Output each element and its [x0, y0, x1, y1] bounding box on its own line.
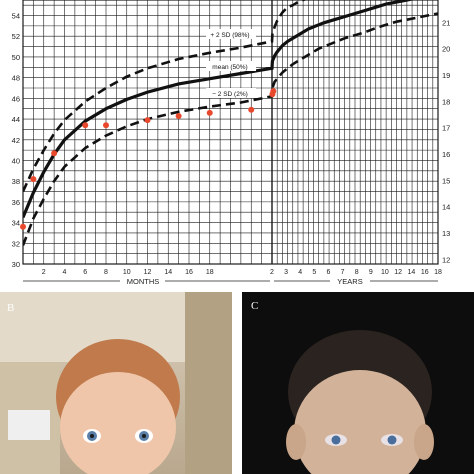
- child-photo: [286, 330, 434, 474]
- month-tick: 12: [144, 269, 152, 276]
- chart-grid: [22, 0, 439, 265]
- left-axis-tick: 30: [12, 260, 20, 269]
- year-tick: 3: [284, 269, 288, 276]
- mean-curve: [23, 0, 415, 219]
- patient-points: [20, 88, 277, 230]
- right-axis-tick: 12: [442, 255, 450, 264]
- infant-photo: [0, 292, 232, 474]
- right-axis-tick: 21: [442, 18, 450, 27]
- year-tick: 16: [421, 269, 429, 276]
- month-tick: 4: [63, 269, 67, 276]
- years-axis-label: YEARS: [337, 277, 362, 286]
- month-tick: 8: [104, 269, 108, 276]
- patient-point: [144, 117, 151, 124]
- year-tick: 14: [408, 269, 416, 276]
- right-axis-tick: 19: [442, 71, 450, 80]
- left-axis-tick: 48: [12, 74, 20, 83]
- patient-point: [20, 223, 26, 230]
- patient-point: [206, 109, 213, 116]
- right-axis-tick: 18: [442, 97, 450, 106]
- right-axis-tick: 14: [442, 203, 450, 212]
- month-tick: 10: [123, 269, 131, 276]
- left-axis-tick: 42: [12, 136, 20, 145]
- left-axis-tick: 40: [12, 156, 20, 165]
- photo-panel-c: C: [242, 292, 474, 474]
- right-axis-tick: 13: [442, 229, 450, 238]
- patient-point: [175, 112, 182, 119]
- right-axis-tick: 17: [442, 124, 450, 133]
- panel-label-b: B: [7, 302, 15, 314]
- annotation-bg: [206, 61, 256, 71]
- patient-point: [248, 106, 255, 113]
- chart-curves: [23, 0, 438, 246]
- patient-point: [103, 122, 109, 129]
- patient-point: [30, 176, 37, 183]
- left-axis-tick: 34: [12, 219, 20, 228]
- months-axis-label: MONTHS: [127, 277, 160, 286]
- annotation-bg: [206, 29, 256, 39]
- plus-2sd-curve: [23, 0, 307, 193]
- month-tick: 14: [164, 269, 172, 276]
- left-axis-tick: 50: [12, 53, 20, 62]
- year-tick: 5: [312, 269, 316, 276]
- left-axis-tick: 36: [12, 198, 20, 207]
- annotation-label: + 2 SD (98%): [210, 32, 249, 39]
- left-axis-tick: 54: [12, 12, 20, 21]
- right-axis-tick: 16: [442, 150, 450, 159]
- year-tick: 9: [369, 269, 373, 276]
- year-tick: 4: [298, 269, 302, 276]
- right-axis-tick: 20: [442, 45, 450, 54]
- photo-panel-b: B: [0, 292, 232, 474]
- plot-frame: [22, 0, 439, 265]
- head-circumference-chart: 3032343638404244464850525412131415161718…: [12, 0, 451, 286]
- year-tick: 2: [270, 269, 274, 276]
- curve-annotations: + 2 SD (98%) mean (50%) − 2 SD (2%): [206, 29, 256, 98]
- patient-point: [270, 88, 277, 95]
- month-tick: 2: [42, 269, 46, 276]
- panel-label-c: C: [251, 300, 259, 312]
- right-axis-tick: 15: [442, 176, 450, 185]
- year-tick: 12: [394, 269, 402, 276]
- month-tick: 6: [83, 269, 87, 276]
- chart-tick-labels: 3032343638404244464850525412131415161718…: [12, 12, 451, 286]
- annotation-bg: [206, 88, 256, 98]
- month-tick: 18: [206, 269, 214, 276]
- patient-point: [82, 122, 89, 129]
- left-axis-tick: 32: [12, 239, 20, 248]
- patient-point: [51, 150, 58, 157]
- left-axis-tick: 38: [12, 177, 20, 186]
- year-tick: 18: [434, 269, 442, 276]
- left-axis-tick: 44: [12, 115, 20, 124]
- year-tick: 10: [381, 269, 389, 276]
- left-axis-tick: 52: [12, 32, 20, 41]
- year-tick: 6: [326, 269, 330, 276]
- left-axis-tick: 46: [12, 94, 20, 103]
- annotation-label: − 2 SD (2%): [212, 91, 248, 98]
- year-tick: 8: [355, 269, 359, 276]
- annotation-label: mean (50%): [212, 64, 247, 71]
- month-tick: 16: [185, 269, 193, 276]
- year-tick: 7: [341, 269, 345, 276]
